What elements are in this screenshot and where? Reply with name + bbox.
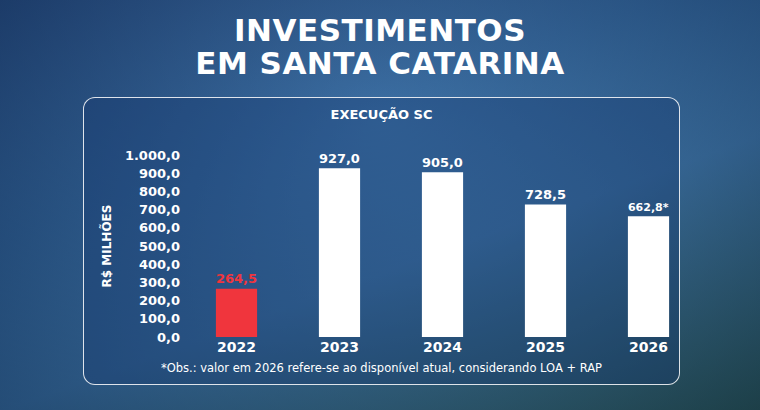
- svg-text:264,5: 264,5: [216, 271, 257, 286]
- svg-text:700,0: 700,0: [139, 202, 180, 217]
- svg-text:900,0: 900,0: [139, 166, 180, 181]
- svg-text:927,0: 927,0: [319, 151, 360, 166]
- svg-text:200,0: 200,0: [139, 293, 180, 308]
- svg-text:R$ MILHÕES: R$ MILHÕES: [99, 205, 114, 288]
- svg-text:2024: 2024: [423, 339, 462, 355]
- svg-text:2023: 2023: [320, 339, 359, 355]
- svg-text:100,0: 100,0: [139, 311, 180, 326]
- svg-text:300,0: 300,0: [139, 275, 180, 290]
- svg-text:2025: 2025: [526, 339, 565, 355]
- svg-text:662,8*: 662,8*: [628, 201, 669, 214]
- svg-text:600,0: 600,0: [139, 220, 180, 235]
- html-text:EXECUÇÃO SC: EXECUÇÃO SC: [330, 107, 433, 122]
- svg-text:905,0: 905,0: [422, 155, 463, 170]
- html-text:INVESTIMENTOS EM SANTA CATARIN: INVESTIMENTOS EM SANTA CATARINA: [195, 12, 565, 81]
- svg-text:1.000,0: 1.000,0: [125, 148, 180, 163]
- svg-text:400,0: 400,0: [139, 257, 180, 272]
- svg-text:2022: 2022: [217, 339, 256, 355]
- svg-text:800,0: 800,0: [139, 184, 180, 199]
- svg-text:728,5: 728,5: [525, 187, 566, 202]
- svg-text:0,0: 0,0: [157, 330, 180, 345]
- svg-text:2026: 2026: [629, 339, 668, 355]
- svg-text:500,0: 500,0: [139, 239, 180, 254]
- html-text:*Obs.: valor em 2026 refere-se: *Obs.: valor em 2026 refere-se ao dispon…: [160, 361, 603, 375]
